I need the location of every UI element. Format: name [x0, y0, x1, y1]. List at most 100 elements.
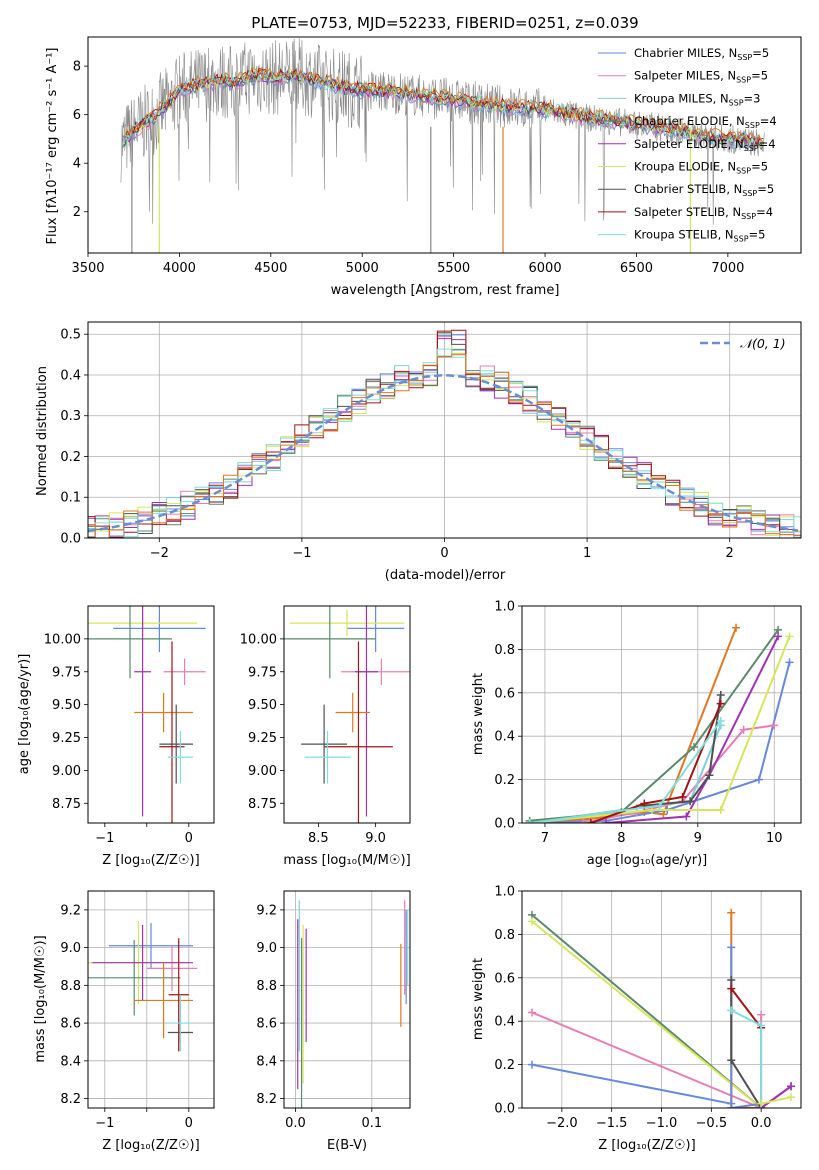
plus-marker	[787, 1082, 796, 1091]
x-tick-label: −1.0	[646, 1116, 678, 1131]
plus-marker	[754, 775, 763, 784]
mass-weight-line	[730, 987, 762, 1029]
axes-frame	[283, 605, 411, 824]
massE-xlabel: E(B-V)	[327, 1138, 367, 1153]
axes-frame	[283, 890, 411, 1109]
y-tick-label: 9.50	[52, 698, 81, 713]
legend-value: =5	[751, 160, 768, 174]
y-tick-label: 0.2	[494, 773, 515, 788]
x-tick-label: 6000	[529, 261, 562, 276]
age-vs-metallicity-panel: −1 0 8.75 9.00 9.25 9.50 9.75 10.00	[44, 605, 215, 846]
mass-weight-line	[760, 1085, 792, 1108]
mwAge-xlabel: age [log₁₀(age/yr)]	[587, 853, 708, 868]
x-tick-label: 10	[766, 831, 783, 846]
plus-marker	[602, 819, 611, 823]
plus-marker	[527, 1060, 536, 1069]
y-tick-label: 9.00	[52, 764, 81, 779]
mass-weight-line	[531, 1063, 732, 1105]
legend-value: =5	[751, 69, 768, 83]
legend-subscript: SSP	[745, 121, 760, 130]
y-tick-label: 9.0	[60, 941, 81, 956]
plus-marker	[787, 1093, 796, 1102]
y-tick-label: 8	[73, 60, 81, 75]
y-tick-label: 0.4	[494, 730, 515, 745]
y-tick-label: 8.4	[60, 1054, 81, 1069]
legend-label: Kroupa MILES, NSSP=3	[634, 91, 760, 107]
legend-label: 𝒩(0, 1)	[740, 336, 786, 351]
y-tick-label: 8.6	[60, 1017, 81, 1032]
normal-distribution-curve	[88, 374, 799, 533]
x-tick-label: 0.1	[361, 1116, 382, 1131]
plot-area	[297, 900, 409, 1108]
legend-value: =4	[756, 205, 773, 219]
mwAge-ylabel: mass weight	[471, 673, 486, 755]
legend-label: Kroupa ELODIE, NSSP=5	[634, 160, 768, 176]
y-tick-label: 4	[73, 157, 81, 172]
mwZ-xlabel: Z [log₁₀(Z/Z☉)]	[598, 1138, 695, 1153]
y-tick-label: 9.0	[256, 941, 277, 956]
x-tick-label: 4500	[254, 261, 287, 276]
x-tick-label: 1	[583, 546, 591, 561]
plus-marker	[770, 721, 779, 730]
y-tick-label: 0.1	[60, 491, 81, 506]
plus-marker	[727, 975, 736, 984]
y-tick-label: 0.6	[494, 971, 515, 986]
spectrum-xlabel: wavelength [Angstrom, rest frame]	[331, 283, 560, 298]
x-tick-label: 7000	[711, 261, 744, 276]
y-tick-label: 0.0	[494, 1102, 515, 1117]
age-vs-mass-panel: 8.5 9.0 8.75 9.00 9.25 9.50 9.75 10.00	[240, 605, 411, 846]
x-tick-label: 0.0	[751, 1116, 772, 1131]
mass-weight-line	[730, 912, 762, 1108]
x-tick-label: 0.0	[285, 1116, 306, 1131]
legend-value: =4	[760, 114, 777, 128]
mwZ-ylabel: mass weight	[471, 958, 486, 1040]
observed-spectrum-line	[120, 38, 765, 225]
x-tick-label: 8.5	[308, 831, 329, 846]
y-tick-label: 8.8	[256, 979, 277, 994]
x-tick-label: 9.0	[365, 831, 386, 846]
y-tick-label: 0.4	[60, 368, 81, 383]
y-tick-label: 0.3	[60, 409, 81, 424]
x-tick-label: 9	[694, 831, 702, 846]
plus-marker	[757, 1010, 766, 1019]
model-spectrum-line	[122, 66, 764, 145]
mass-weight-line	[644, 694, 722, 807]
axes-frame	[87, 321, 802, 539]
plus-marker	[716, 717, 725, 726]
y-tick-label: 0.2	[60, 450, 81, 465]
mass-weight-line	[529, 629, 779, 822]
x-tick-label: 0	[440, 546, 448, 561]
plus-marker	[757, 1021, 766, 1030]
x-tick-label: −2	[150, 546, 169, 561]
x-tick-label: −1	[95, 831, 114, 846]
y-tick-label: 0.0	[60, 532, 81, 547]
plot-area	[88, 921, 198, 1052]
x-tick-label: 7	[541, 831, 549, 846]
plus-marker	[689, 743, 698, 752]
y-tick-label: 10.00	[44, 632, 81, 647]
model-spectrum-line	[122, 68, 764, 147]
spectrum-ylabel: Flux [fλ10⁻¹⁷ erg cm⁻² s⁻¹ A⁻¹]	[45, 48, 60, 245]
mass-weight-line	[529, 636, 791, 823]
plus-marker	[579, 819, 588, 823]
massweight-vs-age-panel: 7 8 9 10 0.0 0.2 0.4 0.6 0.8 1.0	[494, 600, 802, 846]
massZ-xlabel: Z [log₁₀(Z/Z☉)]	[102, 1138, 199, 1153]
plus-marker	[525, 819, 534, 823]
y-tick-label: 8.4	[256, 1054, 277, 1069]
plus-marker	[527, 1008, 536, 1017]
y-tick-label: 9.75	[248, 665, 277, 680]
residual-histogram-step	[88, 348, 801, 538]
mass-weight-line	[531, 1011, 763, 1108]
plus-marker	[705, 771, 714, 780]
legend-label: Salpeter STELIB, NSSP=4	[634, 205, 773, 221]
y-tick-label: 9.25	[52, 731, 81, 746]
mass-weight-line	[531, 920, 762, 1108]
residual-histogram-step	[88, 336, 801, 536]
y-tick-label: 8.75	[248, 797, 277, 812]
plus-marker	[757, 1099, 766, 1108]
legend-label: Kroupa STELIB, NSSP=5	[634, 228, 765, 244]
legend-label: Chabrier MILES, NSSP=5	[634, 46, 769, 62]
legend-subscript: SSP	[737, 53, 752, 62]
legend-value: =3	[744, 91, 761, 105]
